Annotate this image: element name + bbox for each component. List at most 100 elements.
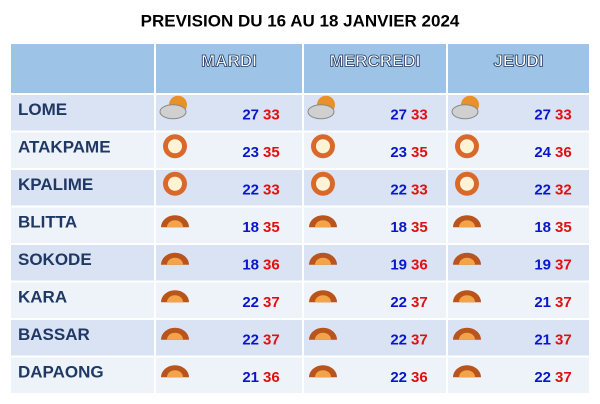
sun-core: [168, 139, 182, 154]
min-temp: 22: [242, 332, 259, 349]
weather-icon: [455, 171, 479, 196]
weather-icon: [309, 327, 338, 340]
cloud: [307, 104, 335, 120]
min-temp: 22: [390, 369, 407, 386]
min-temp: 22: [534, 182, 551, 199]
max-temp: 32: [555, 182, 572, 199]
max-temp: 35: [411, 219, 428, 236]
weather-icon: [161, 252, 190, 265]
weather-icon: [309, 365, 338, 378]
min-temp: 22: [390, 182, 407, 199]
city-name: DAPAONG: [18, 363, 104, 382]
min-temp: 22: [390, 332, 407, 349]
sun-dome-glow: [167, 257, 183, 265]
max-temp: 36: [411, 369, 428, 386]
weather-icon: [311, 171, 335, 196]
weather-icon: [311, 134, 335, 159]
min-temp: 18: [534, 219, 551, 236]
cloud: [451, 104, 479, 120]
weather-icon: [163, 171, 187, 196]
column-header: MARDI: [201, 51, 257, 70]
max-temp: 35: [263, 219, 280, 236]
weather-icon: [453, 327, 481, 340]
sun-dome-glow: [459, 295, 475, 303]
weather-icon: [309, 215, 338, 228]
table-row: [10, 244, 590, 282]
weather-icon: [163, 134, 187, 159]
table-row: [10, 356, 590, 394]
sun-dome-glow: [459, 332, 475, 340]
weather-icon: [451, 95, 479, 120]
sun-dome-glow: [167, 220, 183, 228]
sun-dome-glow: [459, 257, 475, 265]
min-temp: 21: [534, 294, 551, 311]
table-row: [10, 94, 590, 132]
min-temp: 18: [242, 257, 259, 274]
max-temp: 33: [263, 107, 280, 124]
sun-dome-glow: [315, 257, 331, 265]
table-row: [10, 169, 590, 207]
city-name: SOKODE: [18, 250, 92, 269]
max-temp: 35: [263, 144, 280, 161]
city-name: ATAKPAME: [18, 138, 111, 157]
min-temp: 27: [390, 107, 407, 124]
max-temp: 36: [555, 144, 572, 161]
weather-icon: [453, 290, 481, 303]
min-temp: 21: [534, 332, 551, 349]
sun-core: [316, 176, 330, 191]
min-temp: 19: [534, 257, 551, 274]
max-temp: 36: [411, 257, 428, 274]
max-temp: 37: [411, 294, 428, 311]
max-temp: 33: [263, 182, 280, 199]
sun-dome-glow: [315, 220, 331, 228]
sun-core: [316, 139, 330, 154]
city-name: BLITTA: [18, 213, 77, 232]
min-temp: 18: [390, 219, 407, 236]
sun-dome-glow: [167, 332, 183, 340]
max-temp: 37: [263, 294, 280, 311]
city-name: KARA: [18, 288, 67, 307]
min-temp: 22: [242, 182, 259, 199]
min-temp: 18: [242, 219, 259, 236]
max-temp: 33: [411, 182, 428, 199]
min-temp: 27: [534, 107, 551, 124]
max-temp: 36: [263, 369, 280, 386]
max-temp: 36: [263, 257, 280, 274]
cloud: [159, 104, 187, 120]
max-temp: 35: [411, 144, 428, 161]
city-name: BASSAR: [18, 325, 90, 344]
weather-icon: [161, 290, 190, 303]
min-temp: 23: [242, 144, 259, 161]
sun-dome-glow: [167, 295, 183, 303]
max-temp: 33: [411, 107, 428, 124]
sun-dome-glow: [459, 370, 475, 378]
weather-icon: [455, 134, 479, 159]
weather-icon: [159, 95, 187, 120]
min-temp: 22: [534, 369, 551, 386]
sun-dome-glow: [167, 370, 183, 378]
weather-icon: [161, 365, 190, 378]
weather-icon: [309, 290, 338, 303]
sun-core: [460, 139, 474, 154]
city-name: LOME: [18, 100, 67, 119]
weather-icon: [453, 365, 481, 378]
weather-icon: [453, 215, 481, 228]
table-row: [10, 281, 590, 319]
sun-core: [168, 176, 182, 191]
min-temp: 21: [242, 369, 259, 386]
min-temp: 22: [242, 294, 259, 311]
sun-dome-glow: [315, 370, 331, 378]
table-row: [10, 206, 590, 244]
header-row: [10, 44, 590, 94]
title: PREVISION DU 16 AU 18 JANVIER 2024: [141, 11, 460, 30]
min-temp: 19: [390, 257, 407, 274]
sun-core: [460, 176, 474, 191]
table-row: [10, 131, 590, 169]
min-temp: 22: [390, 294, 407, 311]
weather-icon: [161, 327, 190, 340]
min-temp: 24: [534, 144, 551, 161]
max-temp: 37: [555, 257, 572, 274]
table-row: [10, 319, 590, 357]
column-header: JEUDI: [493, 51, 543, 70]
